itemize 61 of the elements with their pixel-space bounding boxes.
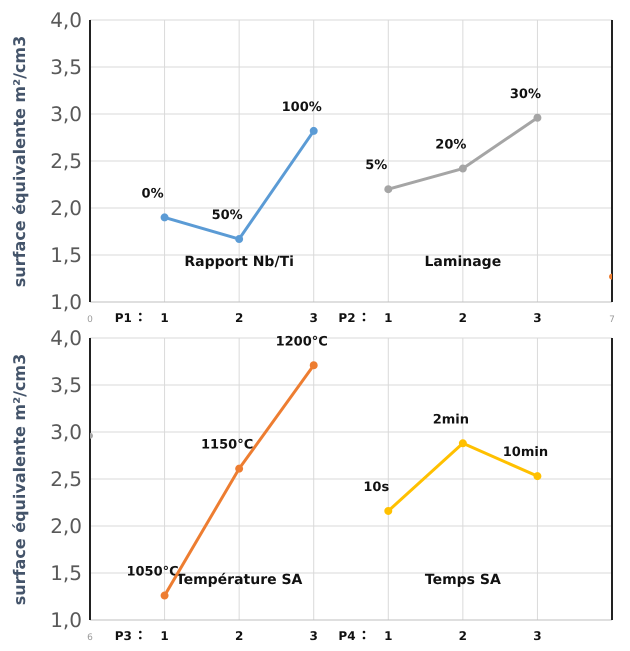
x-tick-label: 3 — [533, 629, 542, 643]
y-tick-label: 3,5 — [50, 55, 82, 80]
x-tick-label: 3 — [310, 311, 318, 325]
x-tick-label: P2 — [338, 311, 356, 325]
y-tick-label: 2,5 — [50, 149, 82, 174]
y-axis-title: surface équivalente m²/cm3 — [10, 353, 30, 605]
annotation: 1200°C — [276, 334, 328, 350]
point — [533, 114, 542, 122]
point — [310, 361, 318, 370]
annotation: 2min — [432, 412, 470, 428]
x-tick-label: P1 — [114, 311, 132, 325]
point — [235, 235, 244, 244]
point — [160, 213, 169, 222]
point — [160, 592, 169, 600]
y-tick-label: 1,5 — [50, 243, 82, 268]
point — [533, 472, 542, 480]
x-tick-label: 1 — [384, 311, 392, 325]
x-tick-label: 1 — [384, 629, 392, 643]
y-tick-label: 1,5 — [50, 561, 82, 586]
x-tick-label: 2 — [458, 629, 468, 643]
annotation: 50% — [212, 208, 243, 224]
annotation: 30% — [510, 86, 541, 102]
annotation: Rapport Nb/Ti — [184, 254, 294, 270]
y-tick-label: 3,5 — [50, 373, 82, 398]
point — [458, 439, 467, 448]
y-tick-label: 3,0 — [50, 420, 82, 444]
y-tick-label: 4,0 — [50, 326, 82, 350]
x-tick-label: 1 — [160, 311, 169, 325]
point — [235, 464, 244, 473]
x-tick-label: 0 — [87, 315, 94, 325]
x-tick-label: 3 — [533, 311, 542, 325]
x-tick-label: 3 — [310, 629, 318, 643]
x-tick-label: 2 — [234, 311, 244, 325]
annotation: Temps SA — [424, 572, 501, 588]
x-tick-label: 2 — [458, 311, 468, 325]
y-tick-label: 2,0 — [50, 514, 82, 538]
y-axis-title: surface équivalente m²/cm3 — [10, 35, 30, 287]
annotation: 20% — [435, 138, 466, 153]
point — [310, 126, 318, 135]
y-tick-label: 4,0 — [50, 8, 82, 32]
annotation: 10min — [502, 445, 548, 460]
annotation: 0% — [142, 186, 164, 202]
y-tick-label: 1,0 — [50, 290, 82, 314]
y-tick-label: 3,0 — [50, 102, 82, 126]
y-tick-label: 2,5 — [50, 467, 82, 492]
x-tick-label: 2 — [234, 629, 244, 643]
annotation: 10s — [363, 480, 390, 495]
point — [384, 185, 392, 194]
y-tick-label: 1,0 — [50, 608, 82, 632]
annotation: 5% — [365, 158, 388, 174]
point — [384, 506, 392, 515]
annotation: 1150°C — [201, 438, 254, 453]
annotation: Laminage — [424, 254, 502, 270]
x-tick-label: P3 — [114, 629, 132, 643]
x-tick-label: P4 — [338, 629, 356, 643]
y-tick-label: 2,0 — [50, 196, 82, 220]
x-tick-label: 1 — [160, 629, 169, 643]
annotation: 100% — [282, 100, 322, 115]
x-tick-label: 7 — [609, 315, 615, 325]
x-tick-label: 6 — [87, 633, 94, 643]
point — [458, 164, 467, 173]
